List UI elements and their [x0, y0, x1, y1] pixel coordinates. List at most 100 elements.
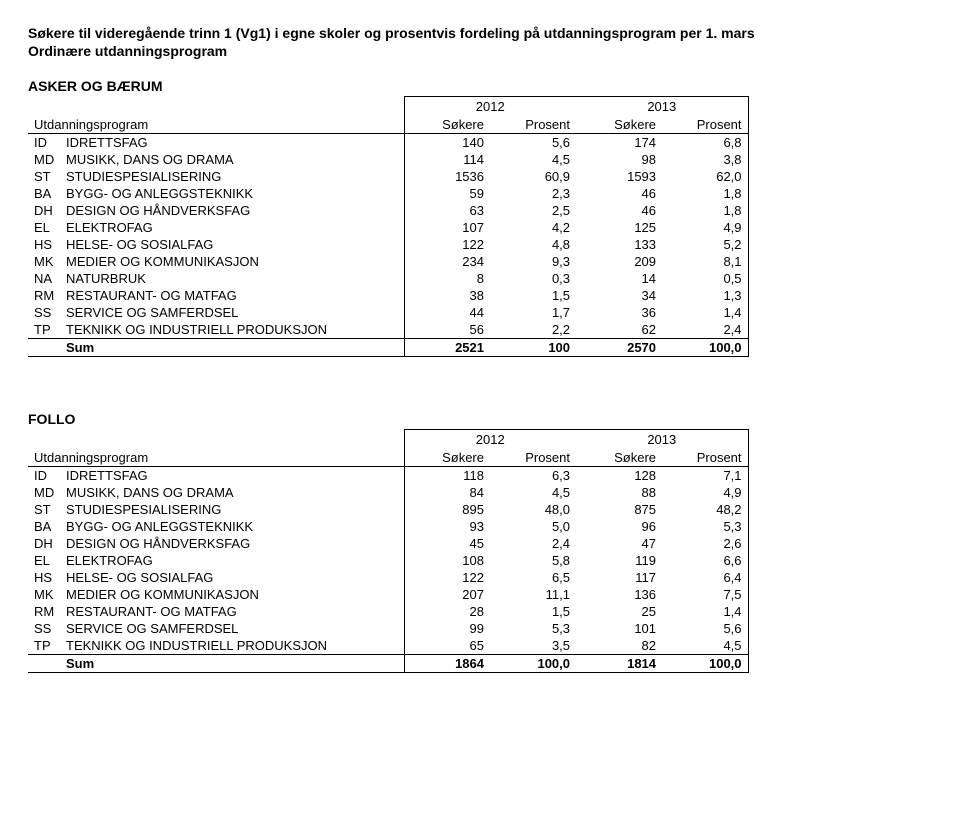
program-label: DESIGN OG HÅNDVERKSFAG — [60, 535, 404, 552]
sokere-2013: 875 — [576, 501, 662, 518]
sokere-2013: 46 — [576, 185, 662, 202]
program-label: MEDIER OG KOMMUNIKASJON — [60, 253, 404, 270]
col-sokere: Søkere — [404, 116, 490, 134]
prosent-2013: 8,1 — [662, 253, 748, 270]
year-2013: 2013 — [576, 97, 748, 117]
prosent-2012: 2,2 — [490, 321, 576, 339]
program-label: ELEKTROFAG — [60, 219, 404, 236]
sum-prosent-2013: 100,0 — [662, 339, 748, 357]
sokere-2012: 118 — [404, 467, 490, 485]
table-row: RMRESTAURANT- OG MATFAG381,5341,3 — [28, 287, 748, 304]
table-row: DHDESIGN OG HÅNDVERKSFAG632,5461,8 — [28, 202, 748, 219]
prosent-2013: 1,4 — [662, 603, 748, 620]
table-row: STSTUDIESPESIALISERING153660,9159362,0 — [28, 168, 748, 185]
table-row: ELELEKTROFAG1074,21254,9 — [28, 219, 748, 236]
table-row: NANATURBRUK80,3140,5 — [28, 270, 748, 287]
table-row: MDMUSIKK, DANS OG DRAMA844,5884,9 — [28, 484, 748, 501]
sum-prosent-2012: 100 — [490, 339, 576, 357]
sum-label: Sum — [28, 339, 404, 357]
sokere-2012: 59 — [404, 185, 490, 202]
table-row: ELELEKTROFAG1085,81196,6 — [28, 552, 748, 569]
prosent-2012: 6,3 — [490, 467, 576, 485]
prosent-2013: 3,8 — [662, 151, 748, 168]
sokere-2012: 122 — [404, 569, 490, 586]
sum-sokere-2013: 1814 — [576, 655, 662, 673]
program-code: BA — [28, 518, 60, 535]
table-row: RMRESTAURANT- OG MATFAG281,5251,4 — [28, 603, 748, 620]
prosent-2013: 1,8 — [662, 185, 748, 202]
prosent-2013: 2,4 — [662, 321, 748, 339]
sokere-2013: 14 — [576, 270, 662, 287]
program-code: RM — [28, 287, 60, 304]
sokere-2012: 140 — [404, 134, 490, 152]
prosent-2012: 5,3 — [490, 620, 576, 637]
program-label: SERVICE OG SAMFERDSEL — [60, 304, 404, 321]
prosent-2012: 9,3 — [490, 253, 576, 270]
col-prosent: Prosent — [662, 116, 748, 134]
prosent-2013: 4,9 — [662, 219, 748, 236]
sokere-2012: 234 — [404, 253, 490, 270]
prosent-2012: 5,6 — [490, 134, 576, 152]
program-label: ELEKTROFAG — [60, 552, 404, 569]
sum-prosent-2012: 100,0 — [490, 655, 576, 673]
sokere-2013: 98 — [576, 151, 662, 168]
table-row: TPTEKNIKK OG INDUSTRIELL PRODUKSJON653,5… — [28, 637, 748, 655]
program-label: HELSE- OG SOSIALFAG — [60, 569, 404, 586]
sokere-2012: 114 — [404, 151, 490, 168]
sokere-2012: 895 — [404, 501, 490, 518]
program-code: MK — [28, 586, 60, 603]
sum-label: Sum — [28, 655, 404, 673]
sokere-2012: 1536 — [404, 168, 490, 185]
prosent-2012: 1,7 — [490, 304, 576, 321]
prosent-2012: 4,2 — [490, 219, 576, 236]
table-row: MKMEDIER OG KOMMUNIKASJON20711,11367,5 — [28, 586, 748, 603]
section-title: FOLLO — [28, 411, 932, 427]
prosent-2013: 2,6 — [662, 535, 748, 552]
sokere-2013: 82 — [576, 637, 662, 655]
table-row: SSSERVICE OG SAMFERDSEL995,31015,6 — [28, 620, 748, 637]
sokere-2013: 96 — [576, 518, 662, 535]
sokere-2012: 44 — [404, 304, 490, 321]
prosent-2013: 6,6 — [662, 552, 748, 569]
prosent-2013: 7,5 — [662, 586, 748, 603]
prosent-2012: 2,5 — [490, 202, 576, 219]
program-code: DH — [28, 202, 60, 219]
sum-sokere-2013: 2570 — [576, 339, 662, 357]
program-label: TEKNIKK OG INDUSTRIELL PRODUKSJON — [60, 321, 404, 339]
program-label: HELSE- OG SOSIALFAG — [60, 236, 404, 253]
sokere-2012: 107 — [404, 219, 490, 236]
sokere-2012: 93 — [404, 518, 490, 535]
program-label: STUDIESPESIALISERING — [60, 168, 404, 185]
table-row: DHDESIGN OG HÅNDVERKSFAG452,4472,6 — [28, 535, 748, 552]
prosent-2013: 4,5 — [662, 637, 748, 655]
prosent-2012: 11,1 — [490, 586, 576, 603]
sokere-2013: 62 — [576, 321, 662, 339]
sokere-2013: 34 — [576, 287, 662, 304]
sokere-2013: 36 — [576, 304, 662, 321]
sokere-2013: 136 — [576, 586, 662, 603]
prosent-2013: 1,8 — [662, 202, 748, 219]
prosent-2012: 5,8 — [490, 552, 576, 569]
program-code: DH — [28, 535, 60, 552]
page-title-line-2: Ordinære utdanningsprogram — [28, 42, 932, 60]
table-row: IDIDRETTSFAG1405,61746,8 — [28, 134, 748, 152]
prosent-2012: 4,5 — [490, 484, 576, 501]
sokere-2012: 99 — [404, 620, 490, 637]
page-title-line-1: Søkere til videregående trinn 1 (Vg1) i … — [28, 24, 932, 42]
prosent-2012: 2,4 — [490, 535, 576, 552]
program-label: MUSIKK, DANS OG DRAMA — [60, 484, 404, 501]
sokere-2013: 101 — [576, 620, 662, 637]
prosent-2013: 0,5 — [662, 270, 748, 287]
program-code: TP — [28, 321, 60, 339]
program-label: BYGG- OG ANLEGGSTEKNIKK — [60, 518, 404, 535]
program-code: BA — [28, 185, 60, 202]
table-row: MDMUSIKK, DANS OG DRAMA1144,5983,8 — [28, 151, 748, 168]
sokere-2012: 8 — [404, 270, 490, 287]
program-label: MUSIKK, DANS OG DRAMA — [60, 151, 404, 168]
program-code: HS — [28, 569, 60, 586]
prosent-2012: 3,5 — [490, 637, 576, 655]
col-sokere: Søkere — [576, 116, 662, 134]
program-code: SS — [28, 304, 60, 321]
program-label: SERVICE OG SAMFERDSEL — [60, 620, 404, 637]
col-prosent: Prosent — [490, 116, 576, 134]
